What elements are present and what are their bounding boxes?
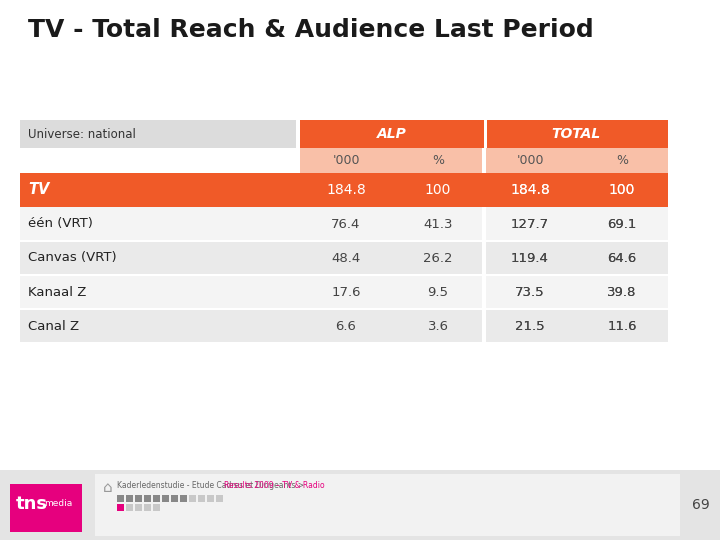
Text: 3.6: 3.6 <box>428 320 449 333</box>
Bar <box>126 495 133 502</box>
Bar <box>482 207 486 241</box>
Text: Canvas (VRT): Canvas (VRT) <box>28 252 117 265</box>
Text: 21.5: 21.5 <box>516 320 545 333</box>
Text: Canal Z: Canal Z <box>28 320 79 333</box>
Bar <box>117 504 124 511</box>
Bar <box>0 470 720 540</box>
Bar <box>153 495 160 502</box>
Text: 100: 100 <box>609 183 635 197</box>
Text: TV: TV <box>28 183 50 198</box>
Text: Kanaal Z: Kanaal Z <box>28 286 86 299</box>
Text: 127.7: 127.7 <box>511 218 549 231</box>
Bar <box>20 148 300 173</box>
Text: TOTAL: TOTAL <box>552 127 600 141</box>
Text: 73.5: 73.5 <box>516 286 545 299</box>
Text: %: % <box>432 154 444 167</box>
Text: 119.4: 119.4 <box>511 252 549 265</box>
Bar <box>482 275 486 309</box>
Bar <box>20 309 668 343</box>
Bar <box>482 148 486 173</box>
Bar <box>482 241 486 275</box>
Bar <box>135 495 142 502</box>
Bar <box>180 495 187 502</box>
Text: Universe: national: Universe: national <box>28 127 136 140</box>
Text: 21.5: 21.5 <box>516 320 545 333</box>
Text: Kaderledenstudie - Etude Cadres et Dirigeants >: Kaderledenstudie - Etude Cadres et Dirig… <box>117 482 307 490</box>
Text: 69.1: 69.1 <box>607 218 636 231</box>
Text: 39.8: 39.8 <box>607 286 636 299</box>
Text: 184.8: 184.8 <box>326 183 366 197</box>
Text: '000: '000 <box>516 154 544 167</box>
Bar <box>95 474 680 536</box>
Bar <box>135 504 142 511</box>
Text: 26.2: 26.2 <box>423 252 453 265</box>
Bar <box>207 495 214 502</box>
Text: één (VRT): één (VRT) <box>28 218 93 231</box>
Text: 11.6: 11.6 <box>607 320 636 333</box>
Bar <box>300 120 484 148</box>
Text: media: media <box>44 500 72 509</box>
Bar <box>216 495 223 502</box>
Bar <box>153 504 160 511</box>
Text: 69: 69 <box>692 498 710 512</box>
Text: 39.8: 39.8 <box>607 286 636 299</box>
Bar <box>198 495 205 502</box>
Bar <box>189 495 196 502</box>
Text: 184.8: 184.8 <box>510 183 550 197</box>
Text: 184.8: 184.8 <box>510 183 550 197</box>
Text: ⌂: ⌂ <box>103 481 112 496</box>
Bar <box>300 148 668 173</box>
Text: '000: '000 <box>332 154 360 167</box>
Bar <box>126 504 133 511</box>
Bar <box>20 241 668 275</box>
Text: 76.4: 76.4 <box>331 218 361 231</box>
Bar <box>484 120 668 148</box>
Text: 48.4: 48.4 <box>331 252 361 265</box>
Text: 17.6: 17.6 <box>331 286 361 299</box>
Text: %: % <box>616 154 628 167</box>
Bar <box>20 207 668 241</box>
Bar <box>20 173 668 207</box>
Text: 100: 100 <box>425 183 451 197</box>
Bar <box>144 495 151 502</box>
Bar <box>482 309 486 343</box>
Text: tns: tns <box>16 495 48 513</box>
Bar <box>171 495 178 502</box>
Bar <box>20 120 296 148</box>
Bar <box>484 120 487 148</box>
Bar <box>144 504 151 511</box>
Text: 64.6: 64.6 <box>608 252 636 265</box>
Text: 100: 100 <box>609 183 635 197</box>
Text: 9.5: 9.5 <box>428 286 449 299</box>
Bar <box>10 484 82 532</box>
Text: ALP: ALP <box>377 127 407 141</box>
Text: 41.3: 41.3 <box>423 218 453 231</box>
Bar <box>20 275 668 309</box>
Text: 64.6: 64.6 <box>608 252 636 265</box>
Bar <box>482 173 486 207</box>
Text: Results 2009 – TV & Radio: Results 2009 – TV & Radio <box>224 482 325 490</box>
Text: 6.6: 6.6 <box>336 320 356 333</box>
Text: 127.7: 127.7 <box>511 218 549 231</box>
Text: 11.6: 11.6 <box>607 320 636 333</box>
Text: 73.5: 73.5 <box>516 286 545 299</box>
Bar <box>117 495 124 502</box>
Text: TV - Total Reach & Audience Last Period: TV - Total Reach & Audience Last Period <box>28 18 594 42</box>
Text: 119.4: 119.4 <box>511 252 549 265</box>
Bar <box>162 495 169 502</box>
Text: 69.1: 69.1 <box>607 218 636 231</box>
